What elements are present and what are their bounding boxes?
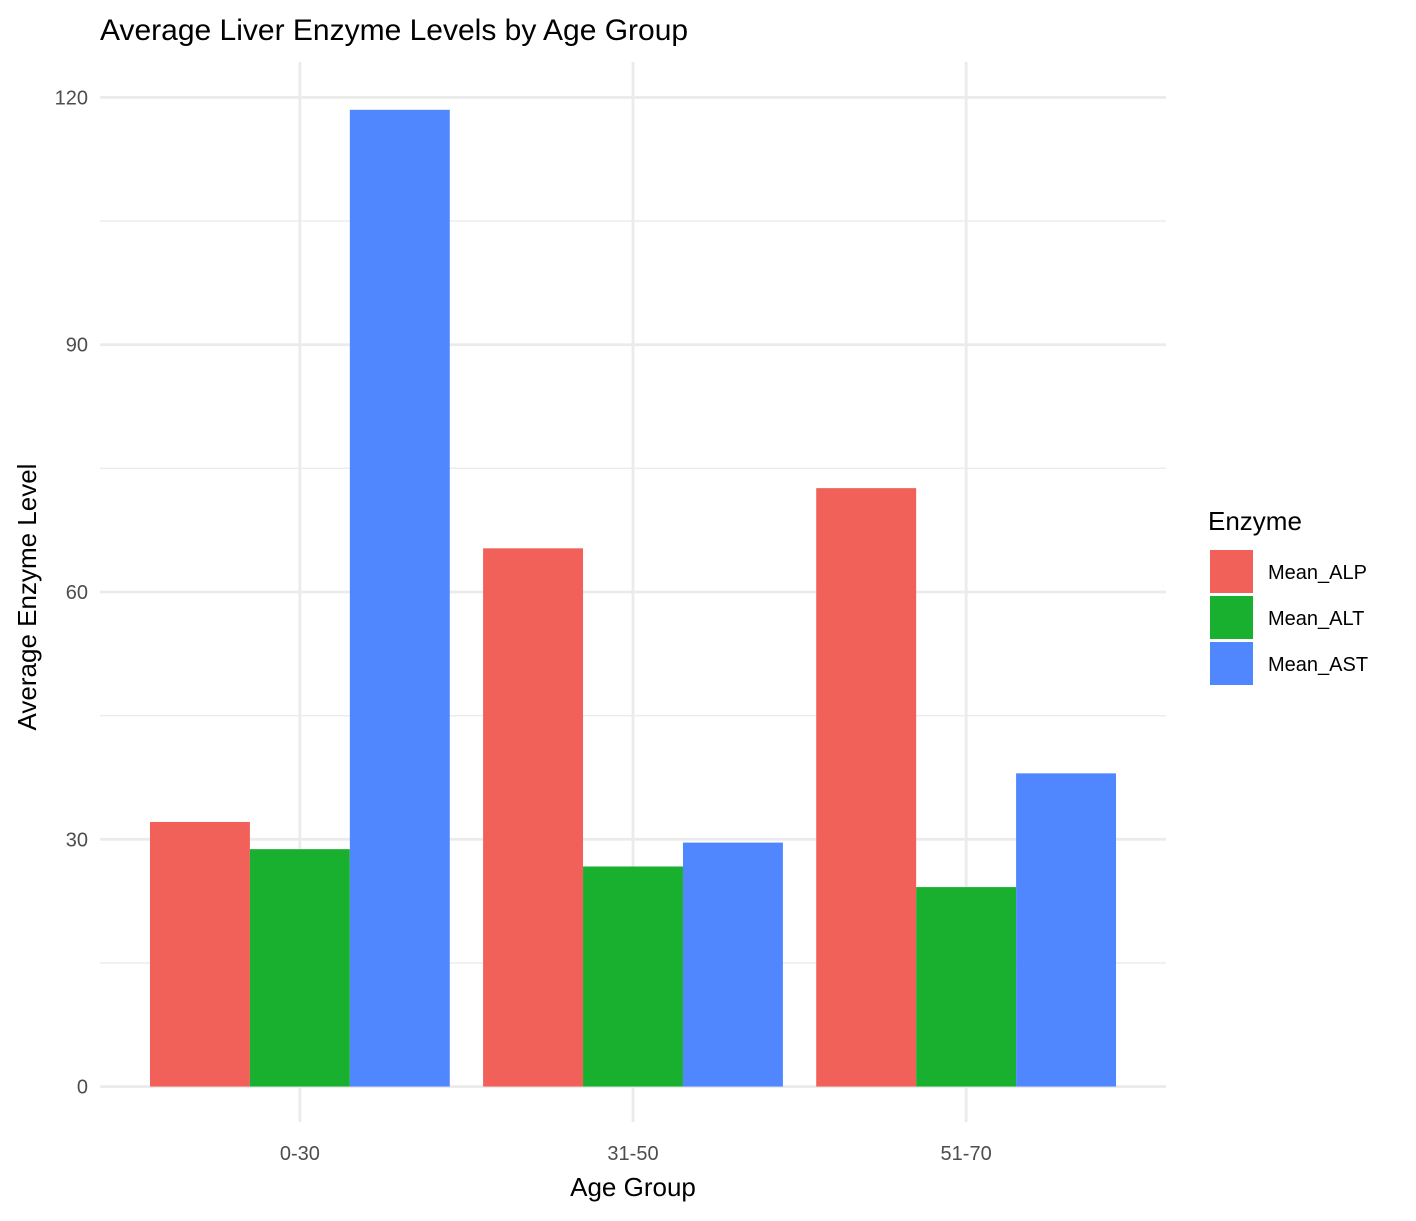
axes-layer: 0 30 60 90 120 0-30 31-50 51-70: [55, 87, 992, 1165]
y-tick-label: 30: [66, 829, 88, 851]
legend-label: Mean_ALP: [1268, 562, 1367, 584]
legend-label: Mean_AST: [1268, 654, 1368, 676]
legend-key: [1210, 642, 1253, 685]
legend-items: Mean_ALP Mean_ALT Mean_AST: [1210, 550, 1368, 685]
y-tick-label: 60: [66, 582, 88, 604]
legend: Enzyme Mean_ALP Mean_ALT Mean_AST: [1208, 506, 1368, 685]
bar-mean-alp-31-50: [483, 548, 584, 1087]
bar-mean-alp-0-30: [149, 821, 250, 1087]
legend-title: Enzyme: [1208, 506, 1302, 536]
bar-mean-alt-0-30: [249, 849, 350, 1087]
x-tick-label: 0-30: [280, 1143, 320, 1165]
y-tick-label: 120: [55, 87, 88, 109]
bar-mean-alp-51-70: [816, 488, 917, 1087]
x-axis-title: Age Group: [570, 1172, 696, 1202]
bar-mean-ast-0-30: [349, 109, 450, 1087]
bar-mean-ast-51-70: [1016, 773, 1117, 1087]
bar-mean-ast-31-50: [682, 842, 783, 1087]
legend-key: [1210, 596, 1253, 639]
legend-key: [1210, 550, 1253, 593]
y-tick-label: 90: [66, 335, 88, 357]
x-tick-label: 51-70: [941, 1143, 992, 1165]
chart-title: Average Liver Enzyme Levels by Age Group: [100, 14, 688, 47]
y-tick-label: 0: [77, 1077, 88, 1099]
bar-mean-alt-31-50: [583, 866, 683, 1087]
x-tick-label: 31-50: [607, 1143, 658, 1165]
bars-layer: [149, 109, 1117, 1087]
legend-label: Mean_ALT: [1268, 608, 1364, 630]
y-axis-title: Average Enzyme Level: [12, 464, 42, 731]
bar-mean-alt-51-70: [916, 887, 1017, 1087]
